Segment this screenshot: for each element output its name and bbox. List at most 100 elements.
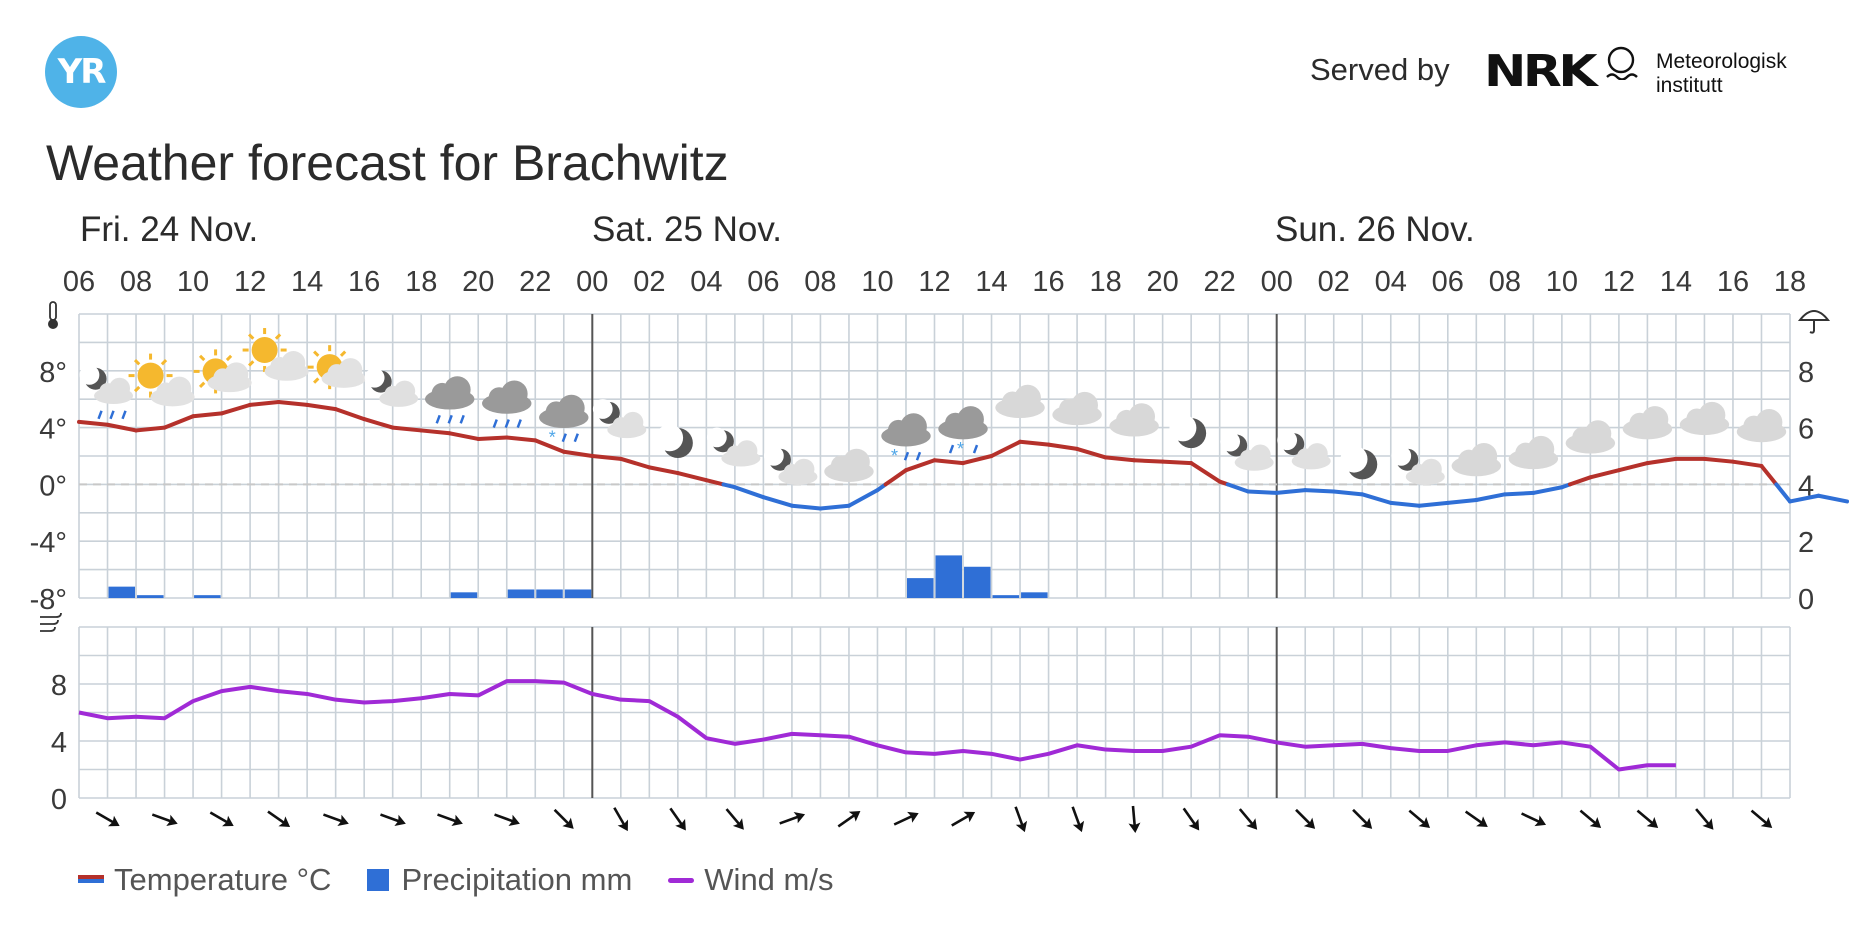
temperature-line-segment [590,454,623,461]
wind-arrow-icon [1579,809,1602,828]
temperature-line-segment [1075,446,1108,460]
moon-icon [1340,445,1378,480]
legend-temperature[interactable]: Temperature °C [78,862,331,898]
yr-logo[interactable]: YR [45,36,117,108]
temperature-y-tick: 0° [39,470,67,502]
hour-tick-label: 00 [1261,266,1293,298]
wind-line [78,679,1676,772]
cloud-icon [1679,401,1730,436]
legend-wind[interactable]: Wind m/s [668,862,833,898]
legend-precipitation[interactable]: Precipitation mm [367,862,632,898]
hour-tick-label: 06 [1432,266,1464,298]
moon-icon [656,424,693,459]
wind-arrow-icon [1128,805,1141,833]
precipitation-bar [1021,592,1048,598]
partly-cloudy-night-rain-icon [79,365,134,420]
precipitation-bar [992,595,1020,598]
wind-arrow-icon [1408,809,1431,828]
wind-arrow-icon [837,810,861,828]
precipitation-bar [137,595,164,598]
temperature-line-segment [305,402,338,412]
temperature-line-segment [362,417,395,430]
temperature-line-segment [1531,485,1564,495]
met-institute-logo[interactable]: Meteorologisk institutt [1656,50,1787,98]
wind-arrow-icon [1182,807,1200,831]
temperature-line-segment [761,495,794,508]
hour-tick-label: 06 [63,266,95,298]
cloud-sleet-icon: * [539,394,589,448]
cloud-icon [1622,406,1673,440]
precipitation-bar [564,589,592,598]
wind-arrow-icon [1071,806,1085,833]
wind-y-tick: 0 [51,784,67,816]
hour-tick-label: 00 [576,266,608,298]
day-label-sun: Sun. 26 Nov. [1275,210,1475,249]
hour-tick-label: 18 [1774,266,1806,298]
wind-arrow-icon [95,811,120,827]
hour-tick-label: 22 [1204,266,1236,298]
temperature-y-tick: 8° [39,357,67,389]
served-by-label: Served by [1310,52,1450,87]
wind-y-tick: 4 [51,727,67,759]
precipitation-y-tick: 8 [1798,357,1814,389]
nrk-logo[interactable]: NRK [1484,46,1598,97]
temperature-line-segment [789,503,823,511]
temperature-line-segment [1616,461,1650,473]
wind-arrow-icon [322,813,349,827]
wind-arrow-icon [1295,808,1316,829]
temperature-line-segment [704,478,726,487]
partly-sunny-icon [242,328,309,381]
hour-tick-label: 16 [348,266,380,298]
sunny-cloud-icon [193,349,252,394]
hour-tick-label: 02 [1318,266,1350,298]
sunny-cloud-icon [307,345,366,390]
temperature-line-segment [1225,482,1251,494]
temperature-line-segment [1189,461,1222,484]
temperature-line-segment [903,458,937,473]
temperature-line-segment [476,435,509,441]
temperature-line-segment [162,414,196,430]
umbrella-icon [1797,310,1831,334]
partly-cloudy-night-icon [364,367,419,407]
wind-arrow-icon [669,807,686,831]
wind-arrow-icon [1352,808,1373,829]
partly-cloudy-night-icon [1220,431,1274,471]
hour-tick-label: 14 [1660,266,1692,298]
cloud-icon [1736,408,1787,443]
page-title: Weather forecast for Brachwitz [46,135,729,191]
hour-tick-label: 16 [1032,266,1064,298]
temperature-line-segment [1046,442,1080,451]
precipitation-bar [964,566,991,598]
temperature-line-segment [1160,459,1194,466]
temperature-line-segment [846,488,880,508]
wind-arrow-icon [267,810,291,828]
temperature-line-segment [1759,463,1779,487]
wind-arrow-icon [494,813,520,827]
hour-tick-label: 22 [519,266,551,298]
temperature-line-segment [1388,500,1422,508]
temperature-y-tick: -8° [30,584,67,616]
cloud-sleet-icon: * [881,413,931,466]
legend-precipitation-label: Precipitation mm [401,862,633,897]
hour-tick-label: 04 [1375,266,1407,298]
temperature-line-segment [1360,492,1393,505]
cloud-rain-icon [425,376,475,424]
met-institute-icon [1606,46,1638,80]
precipitation-y-tick: 2 [1798,527,1814,559]
wind-arrow-icon [613,807,629,832]
wind-arrow-icon [380,813,406,827]
temperature-line-segment [1645,456,1678,466]
temperature-line-segment [1246,489,1279,495]
temperature-line-segment [1417,500,1450,508]
temperature-line-segment [1588,468,1621,480]
temperature-line-segment [961,454,994,466]
precipitation-bar [450,592,478,598]
met-line-1: Meteorologisk [1656,50,1787,73]
temperature-line-segment [675,471,709,483]
temperature-line-segment [1502,490,1536,497]
cloud-icon [1451,443,1502,477]
met-line-2: institutt [1656,74,1723,97]
cloud-rain-icon [482,380,532,428]
wind-arrow-icon [951,811,976,827]
hour-tick-label: 10 [177,266,209,298]
